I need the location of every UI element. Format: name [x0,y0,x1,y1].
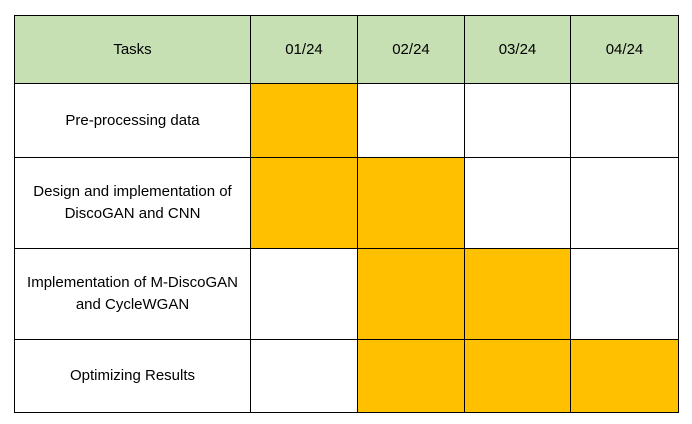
schedule-cell [250,157,358,249]
task-name: Pre-processing data [14,83,251,158]
task-name: Design and implementation of DiscoGAN an… [14,157,251,249]
task-row: Pre-processing data [14,83,679,158]
schedule-cell [570,157,679,249]
task-row: Design and implementation of DiscoGAN an… [14,157,679,249]
schedule-cell [570,83,679,158]
tasks-header: Tasks [14,15,251,84]
gantt-table: Tasks 01/24 02/24 03/24 04/24 Pre-proces… [14,15,679,413]
schedule-cell [464,83,571,158]
month-header: 03/24 [464,15,571,84]
header-row: Tasks 01/24 02/24 03/24 04/24 [14,15,679,84]
schedule-cell [464,339,571,413]
schedule-cell [357,248,465,340]
schedule-cell [464,248,571,340]
task-row: Implementation of M-DiscoGAN and CycleWG… [14,248,679,340]
task-name: Optimizing Results [14,339,251,413]
task-row: Optimizing Results [14,339,679,413]
month-header: 04/24 [570,15,679,84]
schedule-cell [250,83,358,158]
schedule-cell [357,83,465,158]
schedule-cell [250,339,358,413]
schedule-cell [464,157,571,249]
month-header: 01/24 [250,15,358,84]
schedule-cell [250,248,358,340]
month-header: 02/24 [357,15,465,84]
schedule-cell [357,339,465,413]
task-name: Implementation of M-DiscoGAN and CycleWG… [14,248,251,340]
schedule-cell [570,339,679,413]
schedule-cell [570,248,679,340]
schedule-cell [357,157,465,249]
